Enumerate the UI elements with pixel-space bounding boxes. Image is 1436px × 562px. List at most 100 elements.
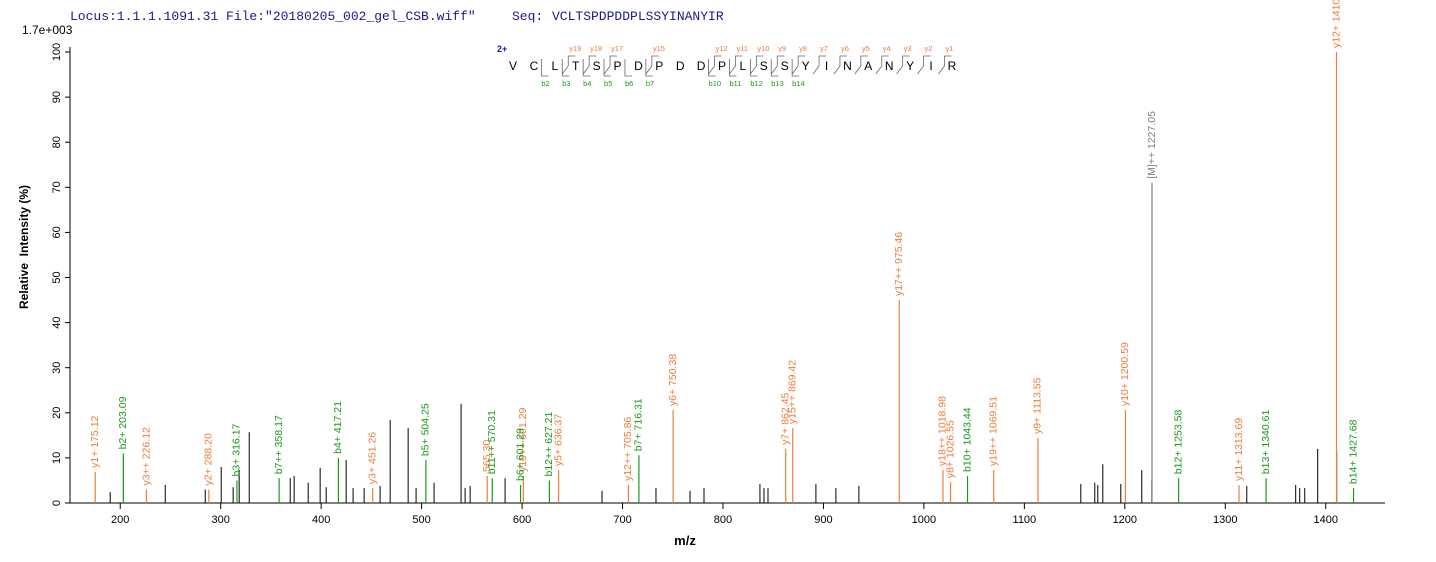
y-fragment-label: y3 [904,44,912,53]
peak-label: b2+ 203.09 [117,396,129,449]
b-fragment-label: b7 [646,79,654,88]
residue: V [509,59,517,73]
residue: P [655,59,663,73]
x-tick-label: 600 [513,514,531,526]
peak-label: y2+ 288.20 [203,433,215,485]
b-fragment-label: b5 [604,79,612,88]
y-fragment-label: y1 [945,44,953,53]
y-fragment-label: y6 [841,44,849,53]
y-fragment-label: y4 [883,44,891,53]
peak-label: y12+ 1410.72 [1330,0,1342,48]
y-tick-label: 70 [51,181,63,193]
y-fragment-mark [896,55,910,75]
x-tick-label: 1000 [912,514,936,526]
x-tick-label: 400 [312,514,330,526]
peak-label: b7++ 358.17 [273,415,285,474]
peak-label: y15++ 869.42 [786,360,798,424]
x-tick-label: 700 [613,514,631,526]
b-fragment-mark [791,59,800,77]
peak-label: y5+ 636.37 [552,414,564,466]
y-fragment-mark [833,55,847,75]
residue: D [634,59,643,73]
seq-label: Seq: [512,9,543,24]
residue: S [781,59,789,73]
peak-label: y10+ 1200.59 [1119,342,1131,406]
y-axis-title: Relative Intensity (%) [17,185,31,309]
residue: L [740,59,747,73]
y-tick-label: 90 [51,91,63,103]
y-fragment-mark [770,55,785,75]
y-fragment-label: y15 [653,44,665,53]
peak-label: b7+ 716.31 [633,398,645,451]
peak-label: y3++ 226.12 [140,427,152,486]
residue: R [948,59,957,73]
peak-label: y11+ 1313.69 [1233,418,1245,481]
b-fragment-label: b12 [750,79,763,88]
b-fragment-label: b10 [709,79,722,88]
b-fragment-label: b3 [562,79,570,88]
residue: A [864,59,872,73]
residue: S [593,59,601,73]
b-fragment-mark [561,59,570,77]
x-tick-label: 1300 [1213,514,1237,526]
b-fragment-mark [770,59,779,77]
y-fragment-mark [791,55,806,75]
residue: T [572,59,580,73]
x-tick-label: 1200 [1113,514,1137,526]
y-tick-label: 50 [51,271,63,283]
y-fragment-label: y7 [820,44,828,53]
b-fragment-mark [540,59,549,77]
peak-label: b14+ 1427.68 [1347,419,1359,484]
residue: Y [802,59,810,73]
x-tick-label: 1100 [1013,514,1037,526]
peak-label: y18++ 1018.98 [937,396,949,466]
intensity-max: 1.7e+003 [22,23,73,37]
peak-label: y19++ 1069.51 [988,396,1000,466]
peak-label: b6+ 601.29 [514,428,526,481]
y-fragment-label: y10 [757,44,769,53]
residue: C [530,59,539,73]
b-fragment-label: b4 [583,79,591,88]
residue: N [885,59,894,73]
y-fragment-label: y11 [736,44,748,53]
b-fragment-label: b11 [729,79,741,88]
b-fragment-label: b13 [771,79,784,88]
y-fragment-mark [582,55,597,75]
y-tick-label: 0 [51,500,63,506]
peak-label: y7+ 862.45 [779,392,791,444]
y-fragment-mark [708,55,722,75]
x-tick-label: 1400 [1313,514,1337,526]
y-fragment-label: y8 [799,44,807,53]
peak-label: b10+ 1043.44 [961,407,973,472]
y-tick-label: 100 [51,43,63,61]
y-tick-label: 60 [51,226,63,238]
peak-label: b11++ 570.31 [486,410,498,474]
y-fragment-label: y9 [778,44,786,53]
residue: S [760,59,768,73]
x-tick-label: 300 [212,514,230,526]
peak-label: y1+ 175.12 [89,415,101,467]
y-fragment-label: y19 [569,44,581,53]
peak-label: y9+ 1113.55 [1032,377,1044,434]
peak-label: b5+ 504.25 [420,403,432,456]
x-tick-label: 800 [714,514,732,526]
b-fragment-mark [708,59,716,77]
b-fragment-mark [729,59,737,77]
residue: P [718,59,726,73]
y-fragment-mark [645,55,659,75]
residue: Y [906,59,914,73]
peak-label: b3+ 316.17 [231,423,243,476]
sequence: VCLTSPDPDDPLSSYINANYIR [552,9,724,24]
peak-label: 565.30 [481,440,493,472]
y-fragment-mark [938,55,952,75]
b-fragment-mark [624,59,632,77]
b-fragment-label: b14 [792,79,805,88]
residue: D [697,59,706,73]
y-fragment-mark [917,55,931,75]
locus: Locus:1.1.1.1091.31 File:"20180205_002_g… [70,9,476,24]
peak-label: y10++ 601.29 [517,408,529,472]
b-fragment-mark [749,59,758,77]
y-fragment-mark [750,55,764,75]
x-tick-label: 900 [814,514,832,526]
